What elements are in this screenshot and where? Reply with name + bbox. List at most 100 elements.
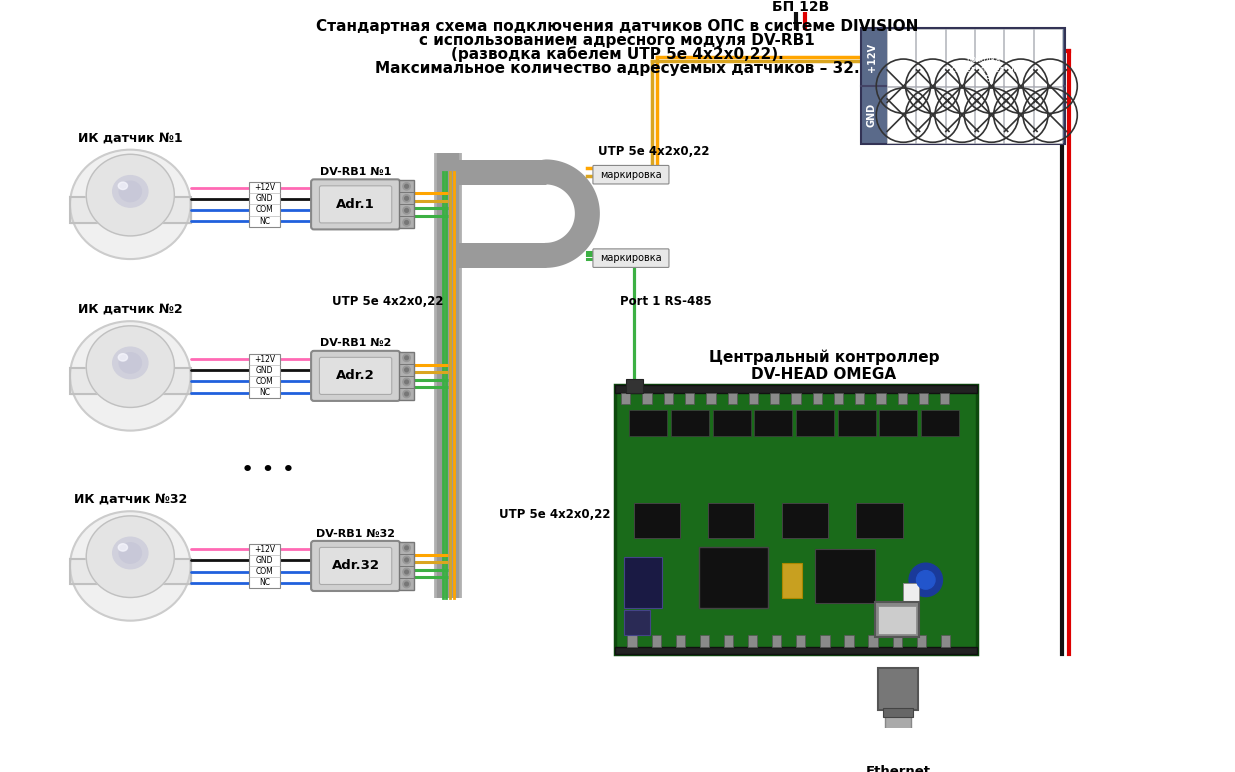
- FancyBboxPatch shape: [593, 249, 669, 267]
- Bar: [868, 635, 878, 647]
- Text: БП 12В: БП 12В: [772, 0, 829, 15]
- Circle shape: [405, 571, 409, 574]
- Bar: [748, 635, 757, 647]
- Bar: [1034, 29, 1062, 86]
- Text: ИК датчик №2: ИК датчик №2: [78, 303, 183, 316]
- Text: Port 1 RS-485: Port 1 RS-485: [620, 295, 711, 308]
- Text: Центральный контроллер: Центральный контроллер: [709, 350, 939, 365]
- Text: NC: NC: [259, 217, 270, 225]
- Text: NC: NC: [259, 578, 270, 587]
- Ellipse shape: [119, 181, 142, 201]
- Circle shape: [403, 354, 410, 361]
- Ellipse shape: [119, 182, 127, 190]
- Text: DV-RB1 №32: DV-RB1 №32: [316, 529, 395, 539]
- FancyBboxPatch shape: [311, 541, 400, 591]
- Text: маркировка: маркировка: [600, 253, 662, 263]
- Bar: [878, 668, 919, 709]
- Circle shape: [403, 366, 410, 374]
- Bar: [615, 385, 977, 654]
- Circle shape: [403, 207, 410, 214]
- Bar: [861, 29, 1065, 144]
- Bar: [887, 29, 915, 86]
- Bar: [921, 410, 960, 436]
- Circle shape: [405, 392, 409, 396]
- Ellipse shape: [86, 154, 174, 236]
- Bar: [903, 583, 919, 603]
- Text: маркировка: маркировка: [600, 170, 662, 180]
- Bar: [772, 635, 782, 647]
- Circle shape: [403, 391, 410, 398]
- Bar: [1004, 29, 1032, 86]
- Bar: [879, 410, 918, 436]
- Bar: [399, 352, 414, 400]
- Bar: [625, 557, 662, 608]
- Bar: [70, 368, 190, 394]
- Bar: [815, 549, 874, 603]
- Bar: [797, 635, 805, 647]
- FancyBboxPatch shape: [311, 350, 400, 401]
- Bar: [748, 393, 758, 404]
- Bar: [399, 181, 414, 229]
- Bar: [893, 635, 902, 647]
- Circle shape: [909, 563, 942, 597]
- Bar: [782, 563, 803, 598]
- Circle shape: [405, 368, 409, 372]
- Text: с использованием адресного модуля DV-RB1: с использованием адресного модуля DV-RB1: [419, 33, 815, 48]
- Bar: [615, 385, 977, 393]
- Bar: [634, 503, 680, 538]
- Text: • • •: • • •: [241, 460, 294, 480]
- Bar: [946, 29, 974, 86]
- Bar: [898, 393, 906, 404]
- Circle shape: [405, 197, 409, 200]
- Circle shape: [405, 208, 409, 212]
- Text: +12V: +12V: [254, 545, 275, 554]
- FancyBboxPatch shape: [320, 547, 391, 584]
- Ellipse shape: [112, 537, 148, 569]
- Bar: [820, 635, 830, 647]
- Circle shape: [403, 195, 410, 202]
- Bar: [642, 393, 652, 404]
- Bar: [855, 393, 864, 404]
- Text: Ethernet: Ethernet: [866, 765, 930, 772]
- Bar: [713, 410, 751, 436]
- Bar: [652, 635, 661, 647]
- FancyBboxPatch shape: [320, 357, 391, 394]
- Text: DV-HEAD OMEGA: DV-HEAD OMEGA: [751, 367, 897, 381]
- Bar: [615, 647, 977, 654]
- Bar: [782, 503, 829, 538]
- Bar: [874, 602, 919, 638]
- Text: GND: GND: [256, 556, 273, 565]
- Text: UTP 5е 4х2х0,22: UTP 5е 4х2х0,22: [332, 295, 443, 308]
- Bar: [1034, 87, 1062, 143]
- Text: Adr.32: Adr.32: [331, 560, 379, 573]
- Bar: [845, 635, 853, 647]
- Bar: [70, 368, 190, 394]
- Circle shape: [405, 546, 409, 550]
- Bar: [755, 410, 793, 436]
- Ellipse shape: [112, 176, 148, 207]
- Text: ИК датчик №32: ИК датчик №32: [74, 493, 186, 506]
- Bar: [727, 393, 737, 404]
- Bar: [946, 87, 974, 143]
- Bar: [626, 379, 643, 393]
- Bar: [671, 410, 709, 436]
- Ellipse shape: [119, 354, 127, 361]
- Bar: [941, 635, 950, 647]
- Bar: [856, 503, 903, 538]
- Text: Стандартная схема подключения датчиков ОПС в системе DIVISION: Стандартная схема подключения датчиков О…: [316, 19, 919, 34]
- Circle shape: [403, 218, 410, 226]
- Circle shape: [403, 378, 410, 386]
- Bar: [625, 610, 651, 635]
- Bar: [885, 714, 911, 760]
- Bar: [685, 393, 694, 404]
- Text: (разводка кабелем UTP 5е 4х2х0,22).: (разводка кабелем UTP 5е 4х2х0,22).: [451, 47, 783, 63]
- Text: NC: NC: [259, 388, 270, 397]
- Bar: [887, 87, 915, 143]
- Circle shape: [403, 544, 410, 551]
- Circle shape: [405, 185, 409, 188]
- Ellipse shape: [70, 150, 190, 259]
- FancyBboxPatch shape: [311, 179, 400, 229]
- Text: Максимальное количество адресуемых датчиков – 32.: Максимальное количество адресуемых датчи…: [374, 61, 860, 76]
- Text: ИК датчик №1: ИК датчик №1: [78, 131, 183, 144]
- Bar: [621, 393, 630, 404]
